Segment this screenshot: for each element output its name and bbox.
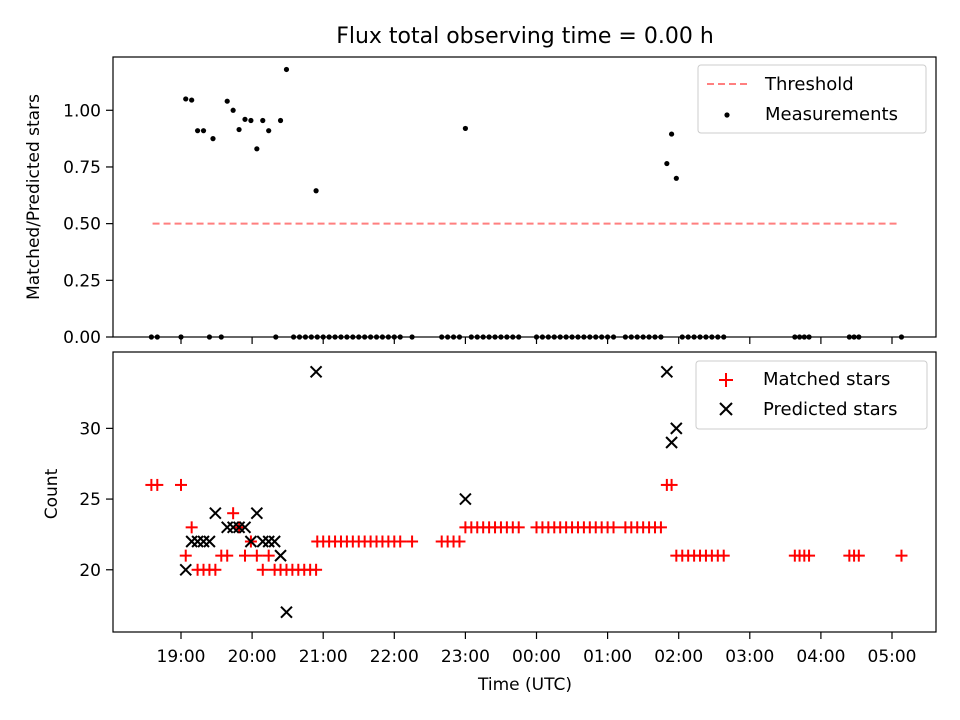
bottom-plot-marks [145,365,908,619]
bottom-xtick-label: 02:00 [654,647,703,667]
matched-star-point [717,549,730,562]
bottom-x-ticks: 19:00 20:00 21:00 22:00 23:00 00:00 01:00 02:00… [157,632,917,667]
bottom-ytick-label: 20 [79,561,101,581]
matched-star-point [238,549,251,562]
bottom-xtick-label: 21:00 [299,647,348,667]
bottom-xtick-label: 03:00 [725,647,774,667]
bottom-xtick-label: 05:00 [868,647,917,667]
predicted-star-point [250,507,264,520]
top-legend: Threshold Measurements [697,64,927,134]
predicted-star-point [179,563,192,576]
measurement-point [236,126,242,133]
matched-star-point [512,521,525,534]
measurement-point [668,131,675,137]
measurement-point [313,188,319,194]
top-ytick-label: 0.50 [63,215,101,235]
bottom-xtick-label: 19:00 [157,647,206,667]
matched-star-point [453,535,466,548]
bottom-xtick-label: 22:00 [370,647,419,667]
top-y-axis-label: Matched/Predicted stars [24,94,44,300]
matched-star-point [607,521,620,534]
legend-measurements-swatch [724,112,730,118]
predicted-star-point [309,365,323,379]
top-y-ticks: 0.00 0.25 0.50 0.75 1.00 [63,101,113,348]
matched-star-point [209,563,222,576]
legend-matched-swatch [719,373,733,387]
bottom-xtick-label: 23:00 [441,647,490,667]
measurement-point [200,128,207,134]
measurement-point [248,117,254,124]
measurement-point [462,125,468,132]
measurement-point [210,136,216,142]
measurement-point [254,146,260,152]
measurement-point [283,66,290,73]
matched-star-point [310,563,323,576]
bottom-legend-box [695,360,928,430]
predicted-star-point [670,422,683,435]
matched-star-point [227,507,240,520]
predicted-star-point [209,507,222,520]
predicted-star-point [244,535,258,548]
bottom-y-ticks: 20 25 30 [79,419,113,581]
matched-star-point [654,521,667,534]
measurement-point [266,128,272,134]
measurement-point [230,107,236,113]
measurement-point [183,96,189,102]
bottom-x-axis-label: Time (UTC) [477,675,572,695]
legend-matched-label: Matched stars [763,369,890,390]
matched-star-point [179,549,192,562]
bottom-ytick-label: 30 [79,419,101,439]
top-ytick-label: 0.00 [63,328,101,348]
matched-star-point [803,549,816,562]
predicted-star-point [238,521,252,534]
legend-predicted-swatch [719,402,733,416]
matched-star-point [895,549,908,562]
bottom-xtick-label: 04:00 [796,647,845,667]
measurement-point [260,117,266,124]
predicted-star-point [203,535,216,548]
matched-star-point [262,549,275,562]
top-chart-title: Flux total observing time = 0.00 h [336,24,714,49]
legend-measurements-label: Measurements [765,104,898,125]
bottom-xtick-label: 01:00 [583,647,632,667]
legend-threshold-label: Threshold [764,74,854,95]
legend-predicted-label: Predicted stars [763,399,897,420]
bottom-xtick-label: 20:00 [228,647,277,667]
predicted-star-point [268,535,281,548]
top-legend-box [697,64,927,134]
measurement-point [242,116,248,122]
bottom-plot-frame [112,351,937,633]
measurement-point [194,128,201,134]
matched-star-point [250,549,263,562]
top-ytick-label: 0.75 [63,158,101,178]
measurement-point [673,175,679,181]
bottom-legend: Matched stars Predicted stars [695,360,928,430]
matched-star-point [256,563,269,576]
bottom-ytick-label: 25 [79,490,101,510]
matched-star-point [852,549,865,562]
predicted-star-point [660,365,674,379]
matched-star-point [221,549,234,562]
top-plot-frame [112,56,937,338]
top-ytick-label: 0.25 [63,271,101,291]
matched-star-point [185,521,198,534]
predicted-star-point [459,492,472,506]
measurement-point [189,97,195,103]
measurement-point [277,117,284,124]
matched-star-point [175,478,187,491]
matched-star-point [151,478,164,491]
bottom-y-axis-label: Count [42,468,62,519]
measurement-point [224,98,230,104]
matched-star-point [665,478,678,491]
predicted-star-point [665,436,678,449]
measurement-point [664,160,670,167]
predicted-star-point [280,605,293,619]
matched-star-point [406,535,419,548]
matched-star-point [394,535,407,548]
top-ytick-label: 1.00 [63,101,101,121]
predicted-star-point [274,549,287,562]
bottom-xtick-label: 00:00 [512,647,561,667]
